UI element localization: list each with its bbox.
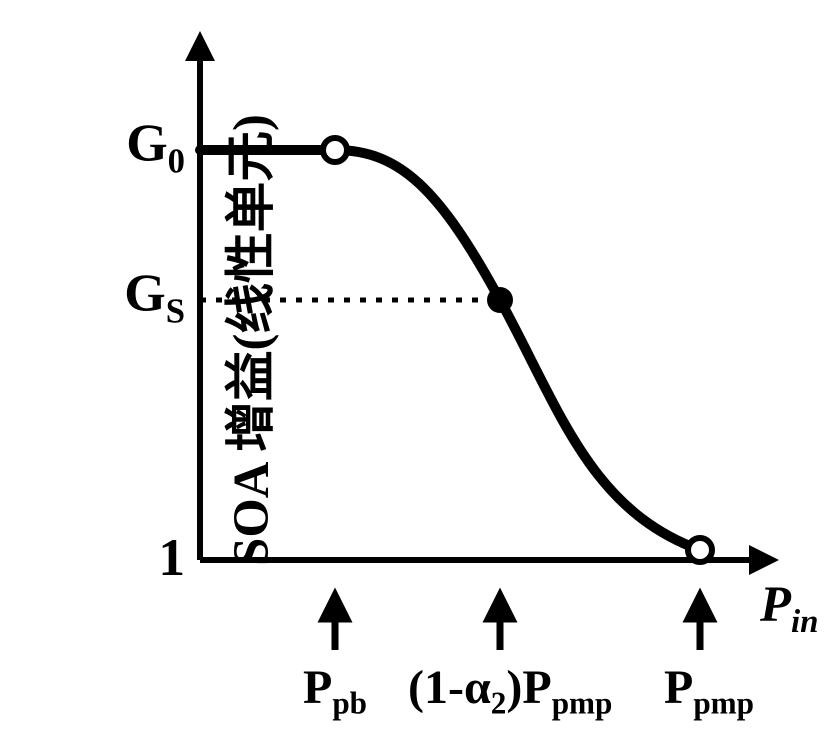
marker-Gs bbox=[487, 287, 513, 313]
gain-curve bbox=[200, 150, 700, 550]
marker-1-Ppmp bbox=[688, 538, 712, 562]
gain-saturation-chart: SOA 增益(线性单元) G0 GS 1 Ppb (1-α2)Ppmp Ppmp… bbox=[0, 0, 832, 736]
marker-G0-Ppb bbox=[323, 138, 347, 162]
chart-svg bbox=[0, 0, 832, 736]
